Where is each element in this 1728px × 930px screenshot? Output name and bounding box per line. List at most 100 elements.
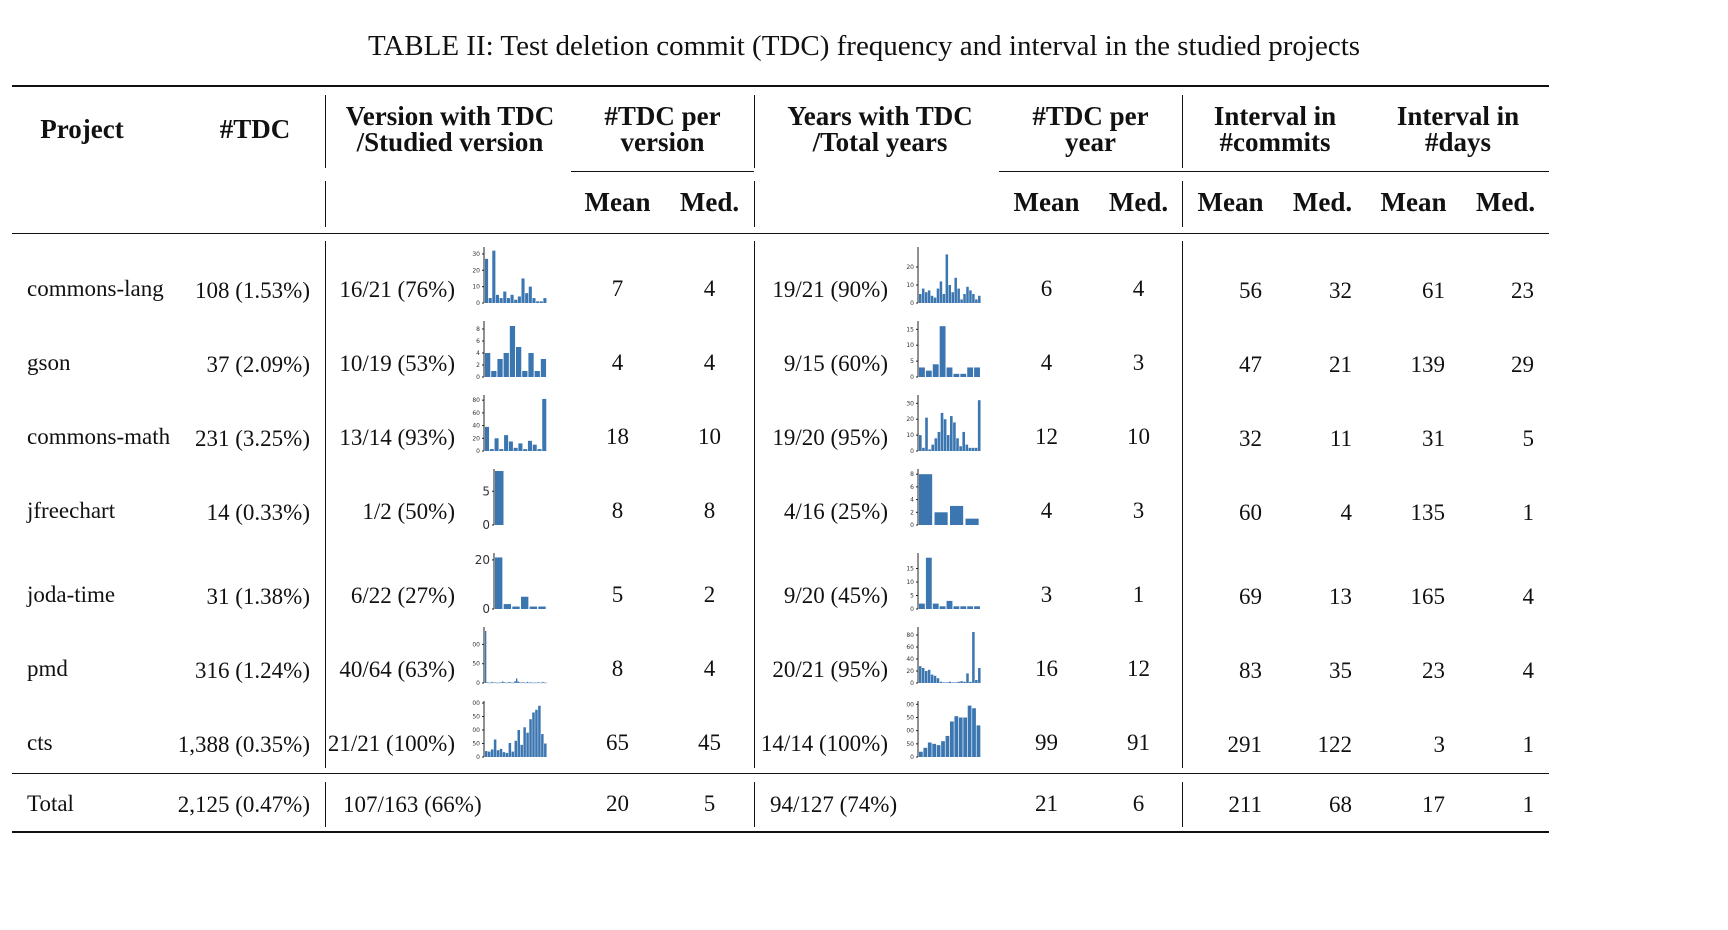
tdc-per-version-mean: 65: [606, 730, 629, 755]
sparkline-bar: [919, 367, 925, 377]
interval-days-med: 29: [1511, 352, 1534, 377]
tdc-per-version-mean: 18: [606, 424, 629, 449]
tdc-per-year-mean: 99: [1035, 730, 1058, 755]
sparkline-bar: [495, 682, 498, 684]
sparkline-tick-label: 200: [472, 700, 480, 707]
sparkline-bar: [495, 294, 500, 303]
sparkline-bar: [508, 681, 510, 683]
project-name: jfreechart: [27, 498, 116, 523]
sparkline-bar: [942, 682, 946, 683]
tdc-per-version-med: 10: [698, 424, 721, 449]
sparkline-bar: [542, 681, 544, 683]
sparkline-bar: [967, 705, 972, 757]
years-ratio: 4/16 (25%): [783, 499, 888, 524]
sparkline-bar: [931, 444, 935, 451]
total-tdc: 2,125 (0.47%): [177, 792, 310, 817]
sparkline-bar: [538, 705, 541, 757]
tdc-per-version-med: 4: [703, 350, 716, 375]
tdc-per-version-mean: 4: [611, 350, 624, 375]
tdc-per-year-med: 91: [1127, 730, 1150, 755]
sparkline-bar: [932, 743, 937, 757]
sparkline-bar: [963, 681, 966, 683]
sparkline-tick-label: 10: [906, 579, 914, 586]
tdc-per-version-med: 2: [703, 582, 716, 607]
sparkline-bar: [499, 298, 503, 303]
interval-days-mean: 135: [1410, 500, 1446, 525]
sparkline-bar: [509, 326, 516, 377]
sparkline-bar: [529, 606, 538, 609]
sparkline-bar: [518, 443, 523, 451]
sparkline-bar: [965, 518, 979, 525]
col-divider-1-body: [325, 241, 326, 768]
sparkline-bar: [522, 682, 524, 683]
sparkline-tick-label: 100: [906, 728, 914, 735]
sparkline-bar: [489, 682, 491, 684]
header-py-med: Med.: [1108, 187, 1169, 217]
sparkline-bar: [489, 449, 494, 451]
interval-commits-mean: 83: [1239, 658, 1262, 683]
sparkline-bar: [965, 444, 969, 451]
sparkline-bar: [977, 400, 981, 451]
sparkline-bar: [932, 603, 939, 609]
sparkline-bar: [498, 682, 501, 684]
sparkline-bar: [497, 682, 499, 684]
sparkline-bar: [510, 294, 514, 303]
sparkline-joda-time-version: 0 20: [475, 553, 546, 615]
sparkline-pmd-version: 0 50 100: [472, 627, 547, 687]
sparkline-bar: [951, 682, 954, 683]
sparkline-bar: [504, 435, 509, 451]
version-ratio: 13/14 (93%): [339, 425, 455, 450]
tdc-per-year-mean: 6: [1040, 276, 1053, 301]
sparkline-tick-label: 4: [476, 350, 480, 357]
sparkline-bar: [539, 682, 541, 684]
sparkline-bar: [932, 364, 939, 377]
years-ratio: 14/14 (100%): [760, 731, 888, 756]
interval-days-med: 1: [1522, 500, 1535, 525]
years-ratio: 9/15 (60%): [783, 351, 888, 376]
sparkline-bar: [509, 682, 512, 683]
col-divider-3-sub: [1182, 181, 1183, 227]
sparkline-bar: [919, 474, 933, 525]
tdc-per-year-mean: 4: [1040, 498, 1053, 523]
sparkline-bar: [937, 431, 941, 451]
project-name: commons-lang: [27, 276, 164, 301]
interval-commits-med: 122: [1317, 732, 1353, 757]
sparkline-bar: [972, 708, 976, 757]
sparkline-bar: [978, 295, 981, 303]
sparkline-bar: [922, 447, 925, 451]
header-tdc: #TDC: [219, 114, 291, 144]
sparkline-tick-label: 50: [906, 741, 914, 748]
sparkline-bar: [523, 449, 528, 451]
version-ratio: 10/19 (53%): [339, 351, 455, 376]
tdc-per-year-med: 4: [1132, 276, 1145, 301]
sparkline-tick-label: 5: [910, 358, 914, 365]
sparkline-tick-label: 20: [472, 267, 480, 274]
sparkline-tick-label: 100: [472, 641, 480, 648]
sparkline-bar: [496, 750, 500, 757]
sparkline-tick-label: 40: [906, 656, 914, 663]
sparkline-bar: [511, 682, 513, 684]
project-name: pmd: [27, 656, 68, 681]
col-divider-2-total: [754, 782, 755, 827]
sparkline-bar: [528, 286, 532, 303]
tdc-count: 37 (2.09%): [206, 352, 310, 377]
sparkline-bar: [495, 471, 504, 525]
sparkline-bar: [494, 438, 499, 451]
sparkline-tick-label: 0: [910, 754, 914, 761]
sparkline-bar: [533, 682, 535, 684]
sparkline-commons-lang-version: 0 10 20 30: [472, 247, 547, 307]
header-id-mean: Mean: [1380, 187, 1447, 217]
sparkline-tick-label: 2: [910, 509, 914, 516]
total-id-med: 1: [1522, 792, 1535, 817]
interval-commits-mean: 60: [1239, 500, 1262, 525]
header-version-line1: Version with TDC: [345, 101, 555, 131]
sparkline-tick-label: 5: [910, 593, 914, 600]
header-pv-mean: Mean: [584, 187, 651, 217]
tdc-per-year-med: 1: [1132, 582, 1145, 607]
sparkline-bar: [966, 286, 969, 303]
col-divider-3-head: [1182, 95, 1183, 168]
total-ic-mean: 211: [1228, 792, 1262, 817]
sparkline-tick-label: 4: [910, 497, 914, 504]
sparkline-bar: [485, 258, 489, 303]
sparkline-bar: [525, 682, 527, 684]
